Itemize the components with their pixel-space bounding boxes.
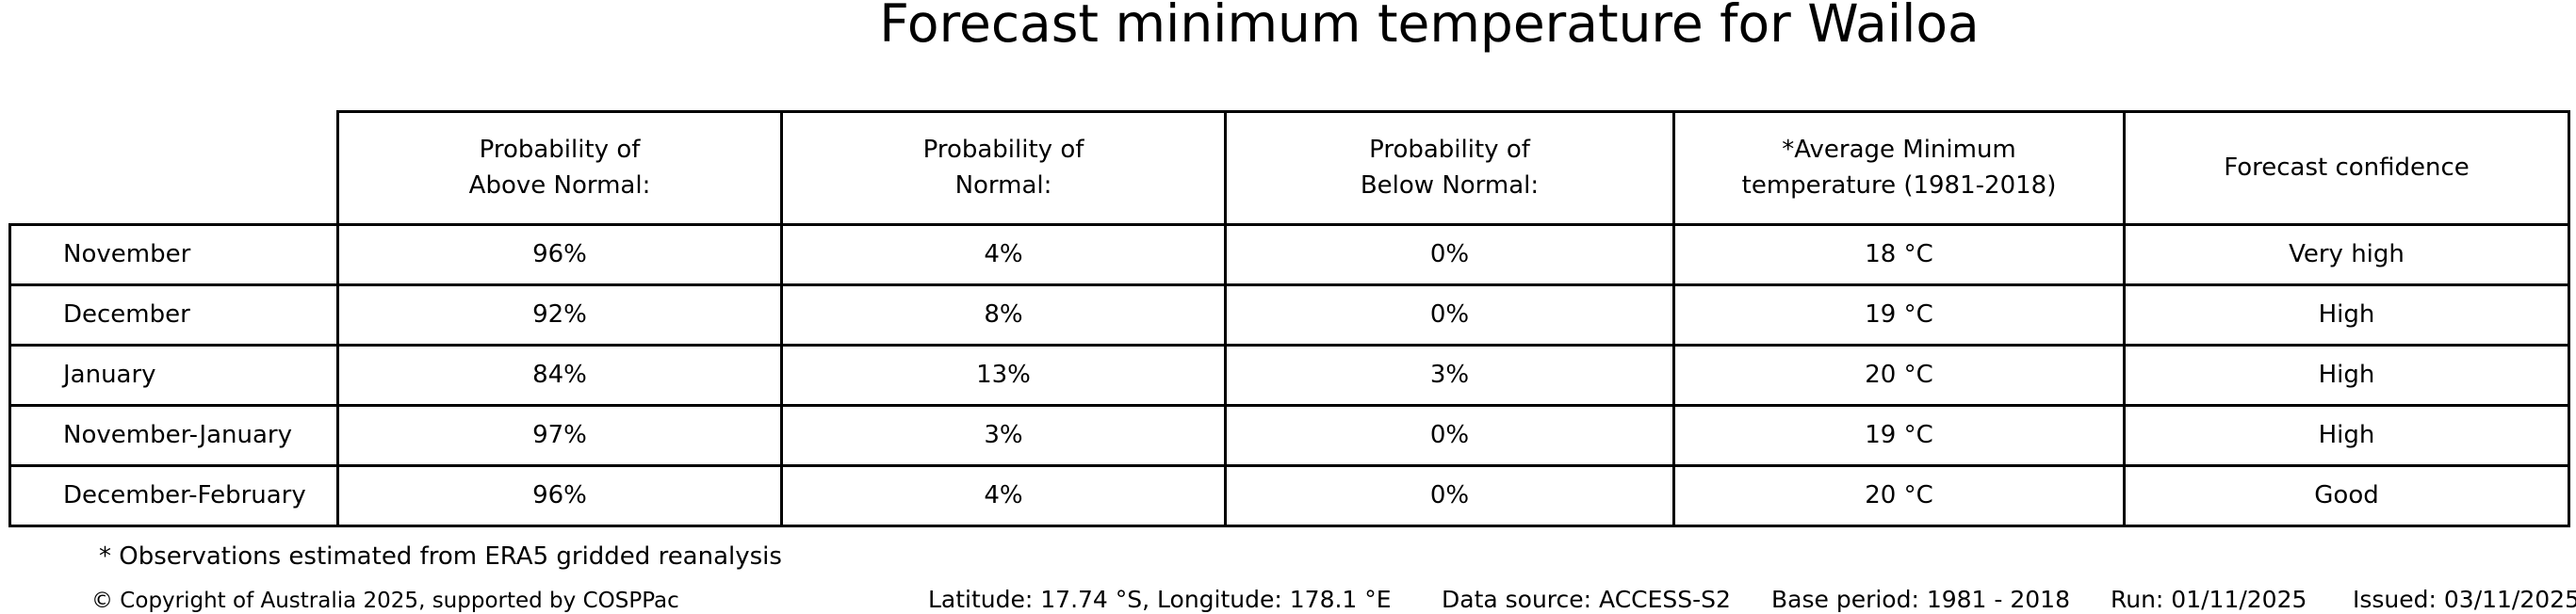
row-label: December — [8, 283, 339, 347]
cell-normal: 13% — [780, 344, 1227, 407]
cell-below-normal: 3% — [1224, 344, 1675, 407]
page-title: Forecast minimum temperature for Wailoa — [879, 0, 1980, 54]
cell-avg-min-temp: 18 °C — [1672, 223, 2126, 286]
row-label: December-February — [8, 464, 339, 527]
row-label: January — [8, 344, 339, 407]
data-source-text: Data source: ACCESS-S2 — [1442, 586, 1731, 613]
location-text: Latitude: 17.74 °S, Longitude: 178.1 °E — [928, 586, 1392, 613]
table-row-january: January 84% 13% 3% 20 °C High — [8, 344, 2570, 407]
cell-confidence: High — [2123, 344, 2570, 407]
col-header-average-min-temp: *Average Minimum temperature (1981-2018) — [1672, 110, 2126, 226]
run-date-text: Run: 01/11/2025 — [2111, 586, 2307, 613]
cell-above-normal: 96% — [336, 223, 783, 286]
corner-cell — [10, 112, 338, 225]
cell-confidence: High — [2123, 283, 2570, 347]
issued-date-text: Issued: 03/11/2025 — [2353, 586, 2576, 613]
copyright-text: © Copyright of Australia 2025, supported… — [91, 589, 679, 613]
col-header-above-normal: Probability of Above Normal: — [336, 110, 783, 226]
cell-normal: 3% — [780, 404, 1227, 467]
cell-above-normal: 97% — [336, 404, 783, 467]
cell-below-normal: 0% — [1224, 223, 1675, 286]
row-label: November-January — [8, 404, 339, 467]
cell-confidence: Good — [2123, 464, 2570, 527]
cell-avg-min-temp: 20 °C — [1672, 344, 2126, 407]
col-header-forecast-confidence: Forecast confidence — [2123, 110, 2570, 226]
cell-below-normal: 0% — [1224, 283, 1675, 347]
table-row-december-february: December-February 96% 4% 0% 20 °C Good — [8, 464, 2570, 527]
col-header-normal: Probability of Normal: — [780, 110, 1227, 226]
cell-avg-min-temp: 20 °C — [1672, 464, 2126, 527]
table-row-november-january: November-January 97% 3% 0% 19 °C High — [8, 404, 2570, 467]
cell-below-normal: 0% — [1224, 464, 1675, 527]
cell-below-normal: 0% — [1224, 404, 1675, 467]
cell-avg-min-temp: 19 °C — [1672, 404, 2126, 467]
table-header-row: Probability of Above Normal: Probability… — [10, 110, 2570, 226]
table-row-november: November 96% 4% 0% 18 °C Very high — [8, 223, 2570, 286]
cell-normal: 8% — [780, 283, 1227, 347]
cell-above-normal: 92% — [336, 283, 783, 347]
table-row-december: December 92% 8% 0% 19 °C High — [8, 283, 2570, 347]
base-period-text: Base period: 1981 - 2018 — [1771, 586, 2070, 613]
cell-normal: 4% — [780, 223, 1227, 286]
cell-above-normal: 84% — [336, 344, 783, 407]
observations-footnote: * Observations estimated from ERA5 gridd… — [99, 542, 782, 571]
row-label: November — [8, 223, 339, 286]
cell-normal: 4% — [780, 464, 1227, 527]
cell-confidence: High — [2123, 404, 2570, 467]
cell-confidence: Very high — [2123, 223, 2570, 286]
forecast-table: Probability of Above Normal: Probability… — [8, 110, 2570, 527]
cell-above-normal: 96% — [336, 464, 783, 527]
cell-avg-min-temp: 19 °C — [1672, 283, 2126, 347]
col-header-below-normal: Probability of Below Normal: — [1224, 110, 1675, 226]
